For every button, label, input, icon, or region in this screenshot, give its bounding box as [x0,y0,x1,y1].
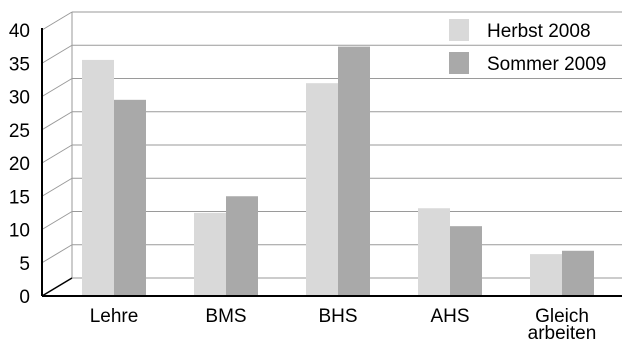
legend: Herbst 2008 Sommer 2009 [449,19,606,75]
bar [418,208,450,296]
y-tick-label: 20 [9,154,30,175]
x-tick-label: arbeiten [528,323,597,342]
x-tick-label: Gleich [535,306,589,327]
bar [114,99,146,296]
floor-edge [41,277,73,297]
legend-label: Sommer 2009 [487,54,606,75]
y-tick-label: 25 [9,121,30,142]
x-tick-label: Lehre [90,306,139,327]
x-tick-label: BHS [318,306,357,327]
y-tick-label: 0 [19,287,30,308]
gridline-diagonal [41,244,73,264]
y-tick-label: 30 [9,88,30,109]
bar [194,212,226,296]
gridline-diagonal [41,111,73,131]
y-tick-label: 5 [19,254,30,275]
legend-label: Herbst 2008 [487,21,591,42]
bar [562,250,594,296]
bar [226,196,258,296]
legend-swatch [449,52,469,74]
bars [82,46,594,296]
gridline-diagonal [41,44,73,64]
bar [530,254,562,296]
gridline-diagonal [41,78,73,97]
x-tick-label: AHS [430,306,469,327]
legend-swatch [449,19,469,41]
bar [338,46,370,296]
y-tick-label: 15 [9,187,30,208]
axes [41,28,622,297]
gridline-diagonal [41,144,73,164]
y-tick-label: 35 [9,54,30,75]
y-tick-labels: 0 5 10 15 20 25 30 35 40 [9,21,30,308]
gridline-diagonal [41,177,73,197]
bar [306,83,338,296]
y-tick-label: 40 [9,21,30,42]
bar [450,226,482,296]
x-tick-label: BMS [205,306,246,327]
gridline-diagonal [41,211,73,230]
y-tick-label: 10 [9,221,30,242]
bar [82,59,114,296]
gridline-diagonal [41,11,73,31]
